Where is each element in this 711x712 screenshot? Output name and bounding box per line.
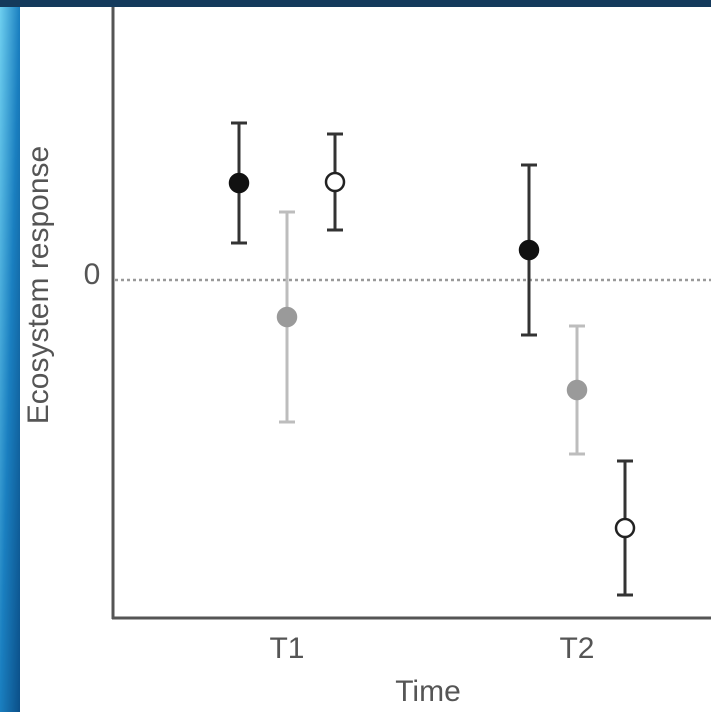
top-strip (0, 0, 711, 7)
point (518, 239, 540, 261)
point (566, 379, 588, 401)
x-tick-label: T1 (269, 632, 304, 665)
y-tick-label: 0 (84, 258, 101, 291)
y-axis-label: Ecosystem response (22, 146, 55, 424)
point (614, 517, 636, 539)
side-strip (0, 0, 20, 712)
x-axis-label: Time (395, 675, 461, 708)
point (228, 172, 250, 194)
point (276, 306, 298, 328)
x-tick-label: T2 (559, 632, 594, 665)
point (324, 171, 346, 193)
